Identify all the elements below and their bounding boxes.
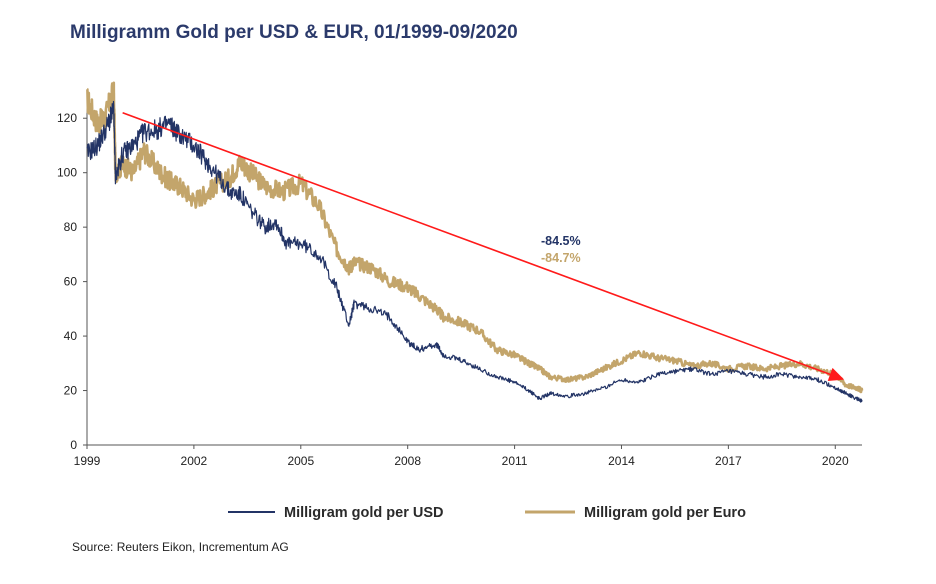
y-tick-label: 0 bbox=[70, 438, 77, 452]
x-tick-label: 2011 bbox=[502, 454, 528, 468]
annotation-usd-change: -84.5% bbox=[541, 234, 581, 248]
chart-title: Milligramm Gold per USD & EUR, 01/1999-0… bbox=[70, 22, 518, 43]
y-tick-label: 40 bbox=[64, 329, 78, 343]
legend-label-eur: Milligram gold per Euro bbox=[584, 505, 746, 521]
chart-annotations: -84.5% -84.7% bbox=[541, 234, 581, 265]
x-tick-label: 2020 bbox=[822, 454, 849, 468]
x-tick-label: 1999 bbox=[74, 454, 101, 468]
chart-legend: Milligram gold per USD Milligram gold pe… bbox=[228, 505, 746, 521]
y-tick-label: 100 bbox=[57, 166, 77, 180]
x-tick-label: 2017 bbox=[715, 454, 742, 468]
chart-series-layer bbox=[86, 81, 864, 403]
x-tick-label: 2014 bbox=[608, 454, 635, 468]
annotation-eur-change: -84.7% bbox=[541, 251, 581, 265]
series-line-usd bbox=[86, 100, 863, 403]
x-tick-label: 2002 bbox=[181, 454, 208, 468]
x-tick-label: 2008 bbox=[394, 454, 421, 468]
series-line-eur bbox=[86, 81, 864, 394]
x-tick-label: 2005 bbox=[287, 454, 314, 468]
y-tick-label: 80 bbox=[64, 220, 78, 234]
y-tick-label: 20 bbox=[64, 384, 78, 398]
trend-line bbox=[122, 112, 837, 378]
trend-arrowhead bbox=[827, 367, 845, 382]
y-tick-label: 60 bbox=[64, 275, 78, 289]
source-note: Source: Reuters Eikon, Incrementum AG bbox=[72, 540, 289, 554]
chart-axes: 0 20 40 60 80 100 120 1999 2002 2005 2008 2011 2014 2… bbox=[57, 91, 862, 468]
legend-label-usd: Milligram gold per USD bbox=[284, 505, 444, 521]
y-tick-label: 120 bbox=[57, 111, 77, 125]
